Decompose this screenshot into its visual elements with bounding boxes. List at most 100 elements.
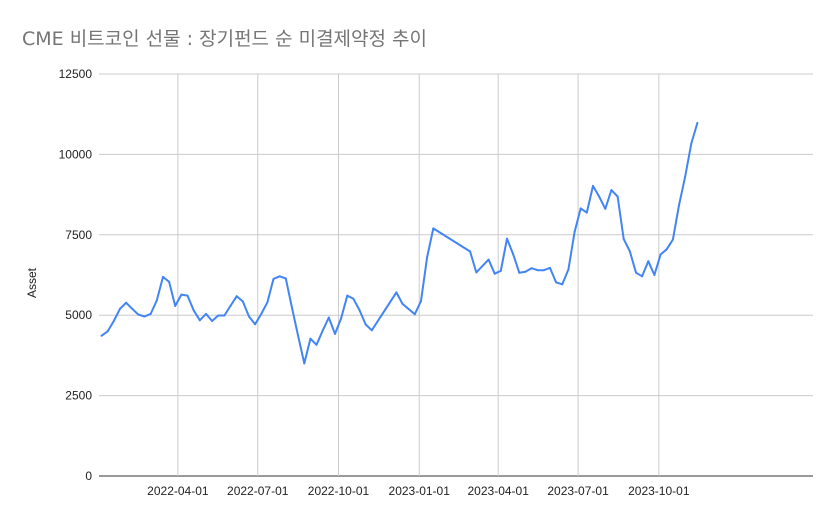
x-tick-label: 2022-10-01	[308, 484, 370, 498]
data-point	[622, 238, 625, 240]
data-point	[131, 307, 134, 310]
series-line	[100, 122, 699, 365]
data-point	[530, 267, 533, 270]
data-point	[506, 237, 508, 240]
data-point	[358, 309, 361, 312]
data-point	[493, 272, 496, 275]
data-point	[518, 271, 521, 274]
x-tick-labels: 2022-04-01 2022-07-01 2022-10-01 2023-01-01…	[147, 484, 690, 498]
y-tick-label: 10000	[59, 147, 93, 161]
data-point	[524, 270, 527, 273]
data-point	[174, 304, 177, 307]
data-point	[155, 299, 158, 302]
data-point	[327, 316, 330, 319]
data-point	[106, 330, 109, 333]
data-point	[561, 283, 564, 286]
data-point	[112, 320, 115, 322]
data-point	[346, 294, 349, 297]
data-point	[211, 320, 214, 322]
data-point	[291, 306, 293, 309]
data-point	[168, 280, 171, 283]
data-point	[364, 323, 367, 326]
data-point	[671, 238, 674, 241]
data-point	[241, 300, 244, 303]
data-point	[334, 332, 336, 335]
data-point	[499, 269, 502, 272]
x-tick-label: 2023-01-01	[389, 484, 451, 498]
data-point	[395, 291, 398, 294]
data-point	[635, 271, 637, 274]
x-tick-label: 2023-10-01	[628, 484, 690, 498]
data-point	[284, 277, 287, 280]
data-point	[567, 268, 570, 271]
data-point	[125, 301, 128, 304]
data-point	[665, 248, 668, 251]
x-tick-label: 2022-07-01	[227, 484, 289, 498]
y-axis-label: Asset	[25, 267, 39, 298]
data-point	[198, 319, 201, 322]
data-point	[420, 300, 422, 302]
data-point	[370, 329, 373, 332]
data-point	[100, 334, 103, 337]
data-point	[585, 211, 588, 214]
x-tick-label: 2023-07-01	[547, 484, 609, 498]
data-point	[278, 275, 281, 278]
data-point	[119, 307, 121, 310]
data-point	[647, 260, 650, 263]
data-point	[309, 337, 312, 340]
y-tick-label: 12500	[59, 67, 93, 81]
data-point	[684, 175, 687, 178]
data-point	[235, 295, 238, 298]
data-point	[217, 314, 220, 317]
data-point	[413, 313, 416, 316]
data-point	[598, 195, 601, 198]
y-tick-label: 2500	[65, 389, 92, 403]
data-point	[604, 207, 607, 210]
data-point	[542, 269, 545, 272]
y-tick-label: 7500	[65, 228, 92, 242]
x-tick-label: 2022-04-01	[147, 484, 209, 498]
data-point	[678, 204, 680, 207]
data-point	[162, 275, 164, 278]
y-tick-label: 0	[85, 469, 92, 483]
data-point	[592, 184, 594, 187]
data-point	[616, 195, 619, 198]
data-point	[512, 253, 515, 256]
data-point	[579, 207, 582, 210]
data-point	[266, 301, 269, 304]
y-tick-labels: 0 2500 5000 7500 10000 12500	[59, 67, 93, 483]
gridlines	[99, 73, 813, 477]
data-point	[149, 312, 152, 315]
data-point	[690, 142, 693, 145]
data-point	[180, 293, 183, 296]
data-point	[555, 281, 558, 284]
data-point	[272, 277, 275, 280]
data-point	[352, 297, 355, 300]
x-tick-label: 2023-04-01	[468, 484, 530, 498]
data-point	[315, 343, 318, 346]
y-tick-label: 5000	[65, 308, 92, 322]
data-point	[229, 304, 232, 307]
data-point	[254, 323, 257, 326]
data-point	[426, 256, 429, 259]
data-point	[248, 315, 250, 318]
chart-title: CME 비트코인 선물 : 장기펀드 순 미결제약정 추이	[22, 28, 427, 50]
data-point	[321, 329, 324, 332]
data-point	[297, 334, 300, 337]
data-point	[205, 312, 207, 315]
data-point	[536, 269, 539, 272]
data-point	[659, 253, 662, 256]
data-point	[137, 313, 140, 316]
data-point	[260, 312, 263, 315]
data-point	[303, 362, 306, 365]
data-point	[475, 271, 478, 274]
series-group	[100, 121, 699, 365]
data-point	[549, 266, 551, 269]
data-point	[192, 309, 195, 312]
data-point	[628, 250, 631, 253]
data-point	[223, 314, 226, 317]
data-point	[573, 230, 576, 233]
data-point	[469, 250, 472, 253]
data-point	[143, 315, 146, 318]
